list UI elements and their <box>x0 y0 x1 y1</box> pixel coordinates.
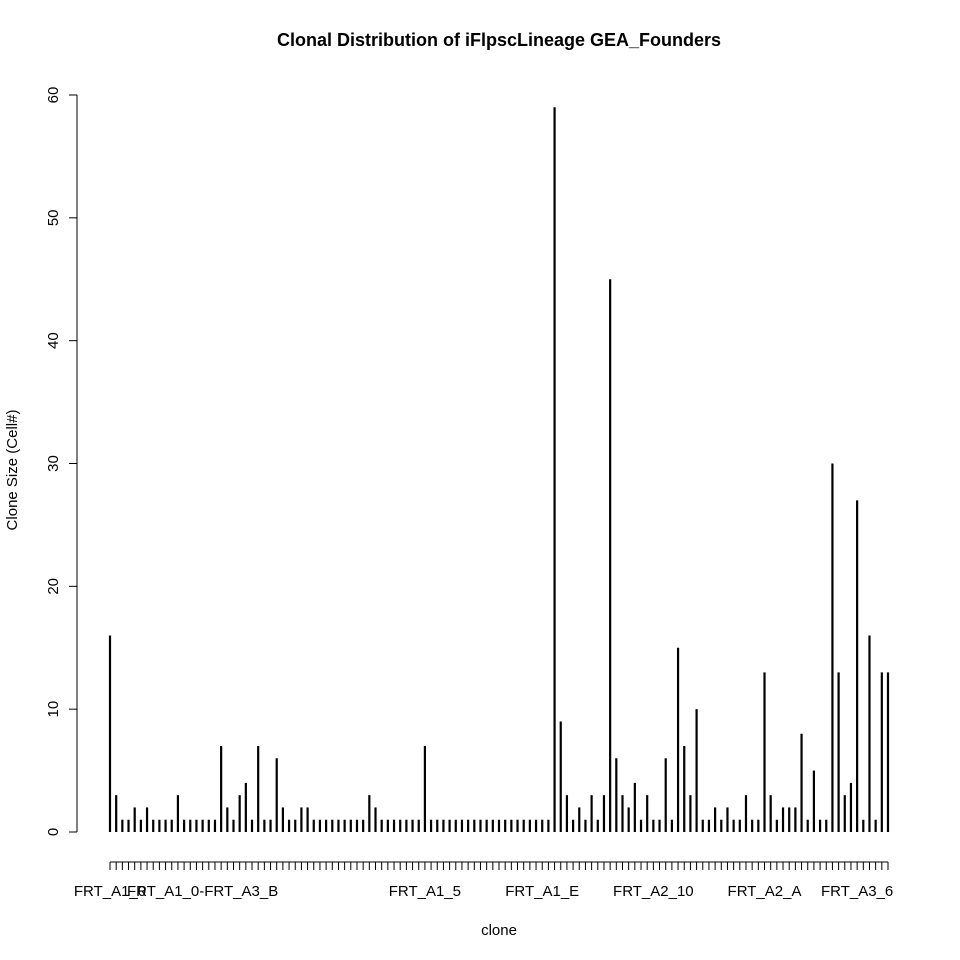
x-axis-label: clone <box>481 922 517 939</box>
y-tick-label: 60 <box>45 87 62 104</box>
x-tick-label: FRT_A1_0-FRT_A3_B <box>127 883 278 900</box>
x-tick-label: FRT_A1_0 <box>74 883 146 900</box>
y-tick-label: 20 <box>45 578 62 595</box>
x-tick-label: FRT_A1_E <box>505 883 579 900</box>
x-tick-label: FRT_A3_6 <box>821 883 893 900</box>
y-tick-label: 40 <box>45 332 62 349</box>
x-tick-label: FRT_A1_5 <box>389 883 461 900</box>
x-tick-label: FRT_A2_A <box>728 883 802 900</box>
y-tick-label: 30 <box>45 455 62 472</box>
y-tick-label: 50 <box>45 209 62 226</box>
x-tick-label: FRT_A2_10 <box>613 883 694 900</box>
chart-title: Clonal Distribution of iFlpscLineage GEA… <box>277 30 721 50</box>
y-tick-label: 0 <box>45 828 62 836</box>
y-axis: 0 10 20 30 40 50 60 <box>45 87 78 836</box>
bars <box>108 107 890 832</box>
y-tick-label: 10 <box>45 701 62 718</box>
y-axis-label: Clone Size (Cell#) <box>4 410 21 531</box>
